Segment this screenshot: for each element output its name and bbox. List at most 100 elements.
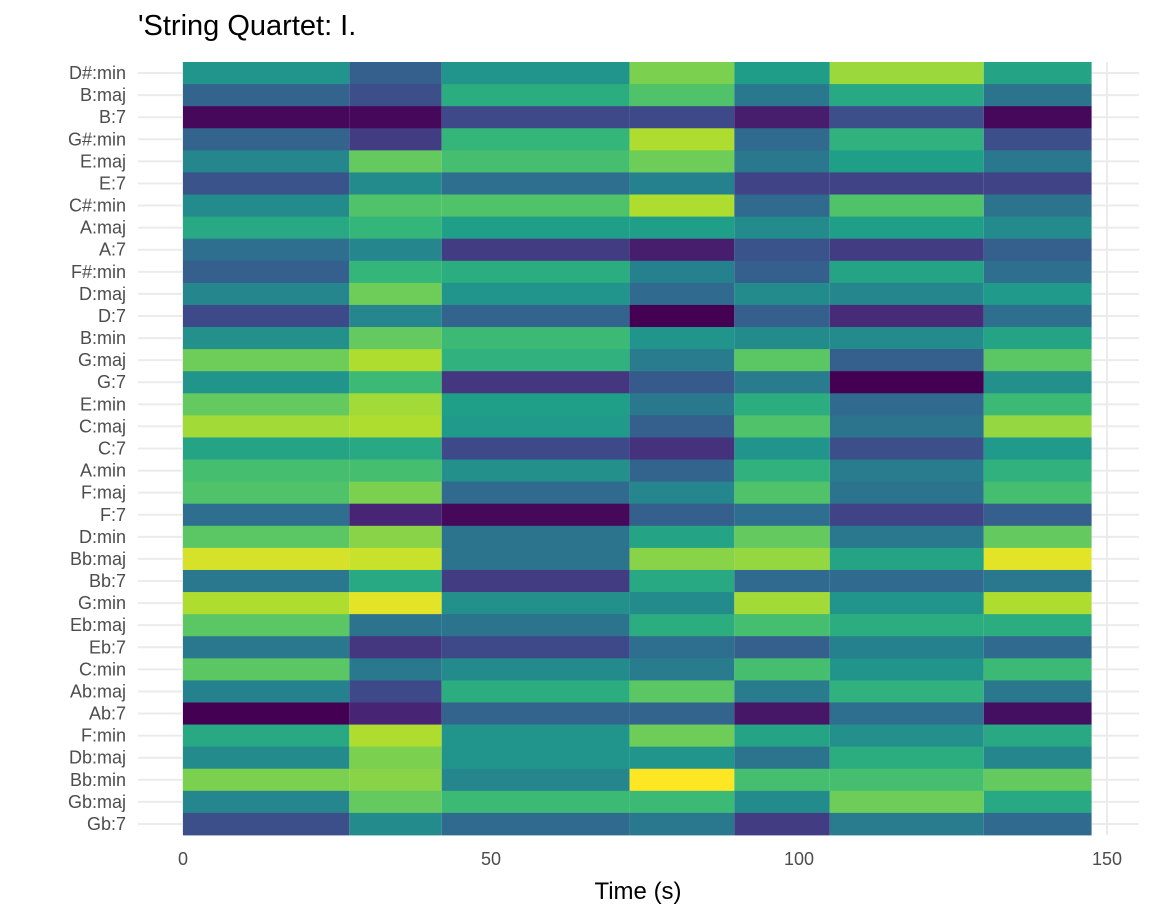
heatmap-cell <box>183 769 349 791</box>
heatmap-cell <box>984 548 1092 570</box>
heatmap-cell <box>442 261 630 283</box>
y-tick-label: Db:maj <box>69 748 126 768</box>
heatmap-cell <box>984 283 1092 305</box>
heatmap-cell <box>734 172 829 194</box>
heatmap-cell <box>630 217 735 239</box>
heatmap-cell <box>734 217 829 239</box>
heatmap-cell <box>830 725 984 747</box>
heatmap-cell <box>830 349 984 371</box>
heatmap-cell <box>984 217 1092 239</box>
heatmap-cell <box>830 283 984 305</box>
heatmap-cell <box>183 217 349 239</box>
heatmap-cell <box>442 327 630 349</box>
heatmap-cell <box>442 636 630 658</box>
heatmap-cell <box>349 813 441 835</box>
heatmap-cell <box>630 84 735 106</box>
heatmap-cell <box>984 791 1092 813</box>
heatmap-cell <box>183 614 349 636</box>
heatmap-cell <box>984 570 1092 592</box>
heatmap-cell <box>984 150 1092 172</box>
heatmap-cell <box>442 128 630 150</box>
heatmap-cell <box>734 327 829 349</box>
heatmap-cell <box>630 393 735 415</box>
heatmap-cell <box>630 769 735 791</box>
heatmap-cell <box>630 261 735 283</box>
heatmap-cell <box>442 283 630 305</box>
heatmap-cell <box>349 680 441 702</box>
heatmap-cell <box>734 548 829 570</box>
y-tick-label: C:min <box>79 659 126 679</box>
heatmap-cell <box>349 415 441 437</box>
y-tick-label: C:maj <box>79 416 126 436</box>
y-tick-label: E:maj <box>80 151 126 171</box>
heatmap-cell <box>830 482 984 504</box>
heatmap-cell <box>734 128 829 150</box>
x-tick-label: 50 <box>481 849 501 869</box>
y-tick-label: G:min <box>78 593 126 613</box>
heatmap-cell <box>984 106 1092 128</box>
heatmap-cell <box>830 526 984 548</box>
heatmap-cell <box>349 526 441 548</box>
heatmap-cell <box>183 702 349 724</box>
heatmap-cell <box>349 504 441 526</box>
heatmap-cell <box>984 305 1092 327</box>
y-tick-label: E:7 <box>99 173 126 193</box>
heatmap-cell <box>442 195 630 217</box>
heatmap-cell <box>349 791 441 813</box>
heatmap-cell <box>734 195 829 217</box>
heatmap-cell <box>734 658 829 680</box>
heatmap-cell <box>183 84 349 106</box>
heatmap-cell <box>734 460 829 482</box>
heatmap-cell <box>630 482 735 504</box>
heatmap-cell <box>183 592 349 614</box>
heatmap-cell <box>734 415 829 437</box>
heatmap-cell <box>630 128 735 150</box>
heatmap-cell <box>183 636 349 658</box>
heatmap-cell <box>183 305 349 327</box>
x-axis-label: Time (s) <box>594 878 681 905</box>
heatmap-cell <box>349 658 441 680</box>
heatmap-cell <box>984 725 1092 747</box>
heatmap-cell <box>830 239 984 261</box>
heatmap-cell <box>830 150 984 172</box>
heatmap-cell <box>442 747 630 769</box>
heatmap-cell <box>183 62 349 84</box>
y-tick-label: D:maj <box>79 284 126 304</box>
heatmap-cell <box>734 371 829 393</box>
heatmap-cell <box>442 482 630 504</box>
y-tick-label: Eb:7 <box>89 637 126 657</box>
heatmap-cell <box>984 84 1092 106</box>
heatmap-cell <box>349 128 441 150</box>
heatmap-cell <box>183 261 349 283</box>
y-tick-label: Bb:maj <box>70 549 126 569</box>
heatmap-cell <box>349 460 441 482</box>
heatmap-cell <box>630 658 735 680</box>
heatmap-cell <box>734 725 829 747</box>
heatmap-cell <box>630 195 735 217</box>
y-tick-label: B:min <box>80 328 126 348</box>
heatmap-cell <box>830 791 984 813</box>
heatmap-cell <box>442 62 630 84</box>
heatmap-cell <box>830 702 984 724</box>
heatmap-cell <box>442 84 630 106</box>
heatmap-cell <box>984 813 1092 835</box>
heatmap-cell <box>349 305 441 327</box>
heatmap-cell <box>734 482 829 504</box>
heatmap-cell <box>830 415 984 437</box>
y-tick-label: A:min <box>80 461 126 481</box>
heatmap-cell <box>984 747 1092 769</box>
heatmap-cell <box>830 437 984 459</box>
y-tick-labels: D#:minB:majB:7G#:minE:majE:7C#:minA:majA… <box>68 63 126 834</box>
heatmap-cell <box>442 217 630 239</box>
heatmap-cell <box>630 636 735 658</box>
heatmap-cell <box>830 217 984 239</box>
heatmap-cell <box>442 172 630 194</box>
y-tick-label: F:maj <box>81 483 126 503</box>
heatmap-cell <box>630 62 735 84</box>
y-tick-label: Gb:maj <box>68 792 126 812</box>
heatmap-cell <box>984 460 1092 482</box>
heatmap-cell <box>183 747 349 769</box>
heatmap-cell <box>630 150 735 172</box>
x-tick-label: 100 <box>784 849 814 869</box>
